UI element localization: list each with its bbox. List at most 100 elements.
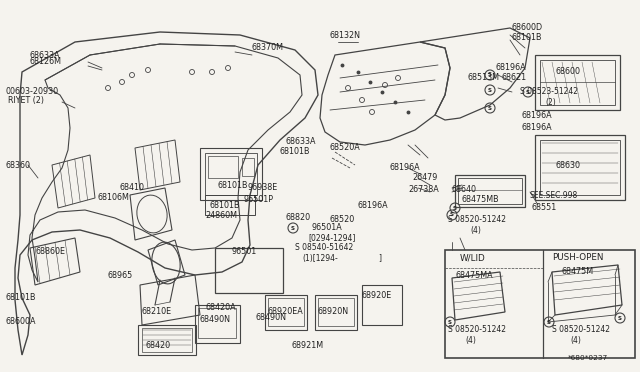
Bar (362, 285, 402, 325)
Text: 68920E: 68920E (362, 291, 392, 299)
Bar (458, 178, 522, 204)
Text: W/LID: W/LID (460, 253, 486, 263)
Text: 68196A: 68196A (522, 124, 552, 132)
Text: (2): (2) (545, 97, 556, 106)
Bar (208, 156, 238, 178)
Text: S: S (547, 320, 551, 324)
Text: 96501A: 96501A (312, 224, 343, 232)
Text: 68106M: 68106M (98, 193, 130, 202)
Text: 68410: 68410 (120, 183, 145, 192)
Text: S 08520-51242: S 08520-51242 (448, 215, 506, 224)
Text: 68490N: 68490N (255, 314, 286, 323)
Text: 68101B: 68101B (280, 148, 310, 157)
Text: S: S (488, 73, 492, 77)
Text: 68101B: 68101B (210, 201, 241, 209)
Text: 96938E: 96938E (248, 183, 278, 192)
Text: S: S (448, 320, 452, 324)
Bar (195, 305, 240, 343)
Text: (4): (4) (470, 225, 481, 234)
Text: 68475M: 68475M (562, 267, 594, 276)
Bar (540, 60, 615, 105)
Text: 68196A: 68196A (390, 164, 420, 173)
Bar (205, 153, 257, 195)
Bar (138, 325, 196, 355)
Bar (318, 298, 354, 326)
Text: RIYET (2): RIYET (2) (8, 96, 44, 105)
Text: SEE.SEC.998: SEE.SEC.998 (530, 190, 579, 199)
Text: 68921M: 68921M (292, 340, 324, 350)
Text: 68420A: 68420A (205, 304, 236, 312)
Text: 26479: 26479 (412, 173, 437, 183)
Text: 68210E: 68210E (142, 308, 172, 317)
Bar (268, 298, 304, 326)
Bar (445, 250, 635, 358)
Text: S: S (488, 106, 492, 110)
Text: 68640: 68640 (452, 186, 477, 195)
Text: 68600A: 68600A (5, 317, 35, 327)
Text: 68621: 68621 (502, 74, 527, 83)
Text: S: S (453, 205, 457, 211)
Bar (535, 135, 625, 200)
Text: 68196A: 68196A (522, 110, 552, 119)
Text: 68965: 68965 (108, 270, 133, 279)
Bar (242, 158, 254, 176)
Text: 68633A: 68633A (285, 138, 316, 147)
Text: PUSH-OPEN: PUSH-OPEN (552, 253, 604, 263)
Text: 68490N: 68490N (200, 315, 231, 324)
Text: ]: ] (378, 253, 381, 263)
Text: 68101B: 68101B (5, 294, 35, 302)
Text: [0294-1294]: [0294-1294] (308, 234, 355, 243)
Bar (315, 295, 357, 330)
Text: 68101B: 68101B (218, 180, 248, 189)
Text: S: S (488, 87, 492, 93)
Text: S: S (291, 225, 295, 231)
Text: 68370M: 68370M (252, 44, 284, 52)
Text: 68475MB: 68475MB (462, 196, 500, 205)
Bar (535, 55, 620, 110)
Text: 68920N: 68920N (318, 308, 349, 317)
Text: 68520A: 68520A (330, 144, 361, 153)
Bar (200, 148, 262, 200)
Text: (1)[1294-: (1)[1294- (302, 253, 338, 263)
Text: 96501P: 96501P (244, 196, 274, 205)
Text: 96501: 96501 (232, 247, 257, 257)
Text: S 08523-51242: S 08523-51242 (520, 87, 578, 96)
Text: 24860M: 24860M (205, 211, 237, 219)
Text: S: S (526, 90, 530, 94)
Text: 68600D: 68600D (512, 23, 543, 32)
Text: S 08540-51642: S 08540-51642 (295, 244, 353, 253)
Bar (455, 175, 525, 207)
Text: 68520: 68520 (330, 215, 355, 224)
Text: (4): (4) (465, 336, 476, 344)
Text: 00603-20930: 00603-20930 (5, 87, 58, 96)
Text: 68101B: 68101B (512, 33, 543, 42)
Text: 68600: 68600 (555, 67, 580, 77)
Text: 68126M: 68126M (30, 58, 62, 67)
Text: 68475MA: 68475MA (456, 270, 493, 279)
Text: 68513M: 68513M (468, 74, 500, 83)
Text: (4): (4) (570, 336, 581, 344)
Bar (205, 195, 255, 215)
Text: 68630: 68630 (555, 160, 580, 170)
Text: 68920EA: 68920EA (268, 308, 304, 317)
Text: 68820: 68820 (285, 214, 310, 222)
Text: 68633A: 68633A (30, 51, 61, 60)
Text: 68860E: 68860E (36, 247, 66, 257)
Text: 26738A: 26738A (408, 186, 439, 195)
Text: 68196A: 68196A (495, 64, 525, 73)
Text: 68360: 68360 (5, 160, 30, 170)
Text: S: S (618, 315, 622, 321)
Text: 68551: 68551 (532, 203, 557, 212)
Text: 68196A: 68196A (358, 201, 388, 209)
Text: S: S (450, 212, 454, 218)
Text: 68420: 68420 (145, 340, 170, 350)
Bar (265, 295, 307, 330)
Bar (215, 248, 283, 293)
Bar (540, 140, 620, 195)
Text: S 08520-51242: S 08520-51242 (552, 326, 610, 334)
Bar (198, 308, 236, 338)
Text: *680*0237: *680*0237 (568, 355, 608, 361)
Bar (142, 328, 192, 352)
Text: S 08520-51242: S 08520-51242 (448, 326, 506, 334)
Text: 68132N: 68132N (330, 31, 361, 39)
